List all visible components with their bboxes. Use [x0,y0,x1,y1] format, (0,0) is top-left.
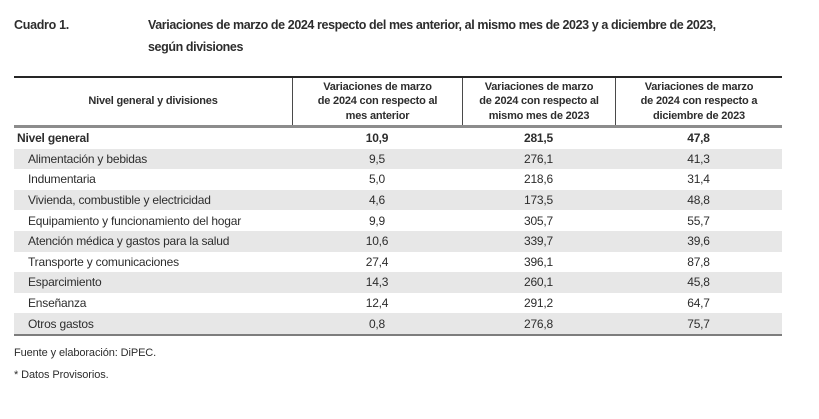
table-row: Esparcimiento 14,3 260,1 45,8 [14,272,782,293]
table-row: Indumentaria 5,0 218,6 31,4 [14,169,782,190]
table-footnotes: Fuente y elaboración: DiPEC. * Datos Pro… [14,342,156,386]
table-row: Alimentación y bebidas 9,5 276,1 41,3 [14,148,782,170]
table-row: Atención médica y gastos para la salud 1… [14,230,782,252]
row-value-diciembre-2023: 55,7 [687,213,710,228]
row-value-mes-anterior: 27,4 [365,254,389,269]
row-value-diciembre-2023: 64,7 [687,296,710,311]
row-label: Alimentación y bebidas [28,151,148,166]
table-title-line1: Variaciones de marzo de 2024 respecto de… [148,18,716,32]
row-value-mismo-mes-2023: 173,5 [523,193,554,208]
row-value-mes-anterior: 10,9 [365,131,389,146]
row-value-diciembre-2023: 31,4 [687,172,710,187]
table-row: Transporte y comunicaciones 27,4 396,1 8… [14,252,782,273]
row-label: Esparcimiento [28,275,102,290]
row-label: Vivienda, combustible y electricidad [28,193,211,208]
row-value-mismo-mes-2023: 305,7 [523,213,554,228]
row-label: Transporte y comunicaciones [28,254,179,269]
row-label: Indumentaria [28,172,96,187]
row-value-mes-anterior: 9,9 [368,213,386,228]
row-value-mismo-mes-2023: 281,5 [523,131,554,146]
table-row: Nivel general 10,9 281,5 47,8 [14,128,782,149]
row-value-diciembre-2023: 47,8 [687,131,710,146]
row-value-diciembre-2023: 45,8 [687,275,710,290]
row-value-mismo-mes-2023: 291,2 [523,296,554,311]
row-label: Atención médica y gastos para la salud [28,234,230,249]
table-caption: Cuadro 1. Variaciones de marzo de 2024 r… [14,18,804,58]
header-variacion-diciembre-2023: Variaciones de marzo de 2024 con respect… [615,78,782,125]
row-value-mes-anterior: 14,3 [365,275,389,290]
row-label: Nivel general [17,131,90,146]
row-value-mes-anterior: 12,4 [365,296,389,311]
row-value-diciembre-2023: 75,7 [687,316,710,331]
header-variacion-mismo-mes-2023: Variaciones de marzo de 2024 con respect… [462,78,615,125]
row-value-mes-anterior: 4,6 [368,193,386,208]
table-header-row: Nivel general y divisiones Variaciones d… [14,78,782,128]
row-value-mes-anterior: 9,5 [368,151,386,166]
row-label: Equipamiento y funcionamiento del hogar [28,213,242,228]
row-value-mismo-mes-2023: 218,6 [523,172,554,187]
footnote-provisional: * Datos Provisorios. [14,369,109,381]
header-nivel-general-y-divisiones: Nivel general y divisiones [88,95,218,108]
row-value-mismo-mes-2023: 260,1 [523,275,554,290]
row-label: Enseñanza [28,296,87,311]
row-value-diciembre-2023: 87,8 [687,254,710,269]
row-value-mes-anterior: 0,8 [368,316,386,331]
row-value-mismo-mes-2023: 276,1 [523,151,554,166]
row-value-mismo-mes-2023: 276,8 [523,316,554,331]
table-title: Variaciones de marzo de 2024 respecto de… [148,14,804,58]
table-row: Enseñanza 12,4 291,2 64,7 [14,293,782,314]
table-row: Vivienda, combustible y electricidad 4,6… [14,189,782,211]
data-table: Nivel general y divisiones Variaciones d… [14,76,782,336]
row-value-mismo-mes-2023: 396,1 [523,254,554,269]
row-value-diciembre-2023: 48,8 [687,193,710,208]
row-value-diciembre-2023: 41,3 [687,151,710,166]
row-value-mes-anterior: 5,0 [368,172,386,187]
header-variacion-mes-anterior: Variaciones de marzo de 2024 con respect… [292,78,462,125]
table-row: Otros gastos 0,8 276,8 75,7 [14,313,782,334]
footnote-source: Fuente y elaboración: DiPEC. [14,347,157,359]
table-title-line2: según divisiones [148,40,244,54]
table-body: Nivel general 10,9 281,5 47,8 Alimentaci… [14,128,782,336]
row-value-diciembre-2023: 39,6 [687,234,710,249]
row-value-mismo-mes-2023: 339,7 [523,234,554,249]
table-row: Equipamiento y funcionamiento del hogar … [14,210,782,231]
row-label: Otros gastos [28,316,94,331]
table-number-label: Cuadro 1. [14,18,69,32]
row-value-mes-anterior: 10,6 [365,234,389,249]
